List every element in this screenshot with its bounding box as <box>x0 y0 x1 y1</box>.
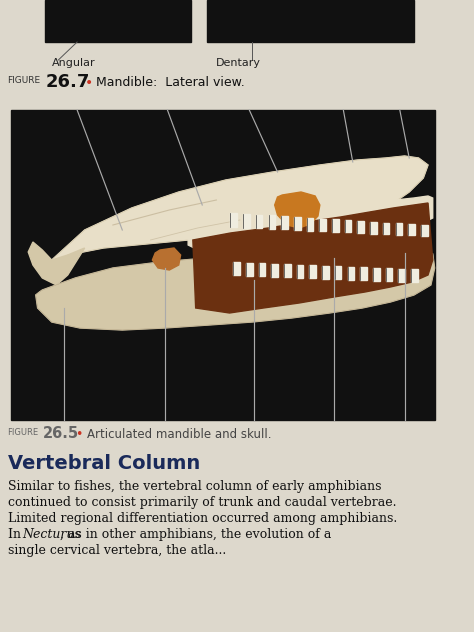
Text: •: • <box>85 76 93 90</box>
Bar <box>319 219 326 231</box>
Text: Similar to fishes, the vertebral column of early amphibians: Similar to fishes, the vertebral column … <box>8 480 381 493</box>
Text: In: In <box>8 528 25 541</box>
Bar <box>335 266 341 279</box>
Polygon shape <box>36 253 435 330</box>
Text: Vertebral Column: Vertebral Column <box>8 454 200 473</box>
Bar <box>421 225 428 236</box>
Text: , as in other amphibians, the evolution of a: , as in other amphibians, the evolution … <box>60 528 332 541</box>
Text: FIGURE: FIGURE <box>8 428 39 437</box>
Bar <box>297 265 303 277</box>
Bar <box>360 267 367 280</box>
Bar <box>11 110 435 420</box>
Text: Necturus: Necturus <box>22 528 81 541</box>
Bar <box>272 264 278 277</box>
Bar <box>256 215 263 228</box>
Bar <box>398 269 405 281</box>
Bar <box>233 262 240 275</box>
Bar <box>357 221 364 233</box>
Bar <box>386 268 392 281</box>
Bar <box>281 216 288 229</box>
Bar <box>411 269 418 282</box>
Bar <box>307 218 313 231</box>
Bar <box>322 265 329 279</box>
Bar <box>294 217 301 230</box>
Text: FIGURE: FIGURE <box>8 76 41 85</box>
Text: single cervical vertebra, the atla...: single cervical vertebra, the atla... <box>8 544 226 557</box>
Polygon shape <box>153 248 181 270</box>
Bar <box>347 267 354 279</box>
Polygon shape <box>188 196 433 252</box>
Bar <box>370 222 377 234</box>
Text: Angular: Angular <box>52 58 95 68</box>
Bar <box>207 0 414 42</box>
Bar <box>408 224 415 235</box>
Bar <box>310 265 316 278</box>
Bar <box>332 219 338 232</box>
Bar <box>269 216 275 229</box>
Text: Mandible:  Lateral view.: Mandible: Lateral view. <box>96 76 245 89</box>
Bar <box>45 0 191 42</box>
Bar <box>230 213 237 227</box>
Polygon shape <box>193 203 433 313</box>
Bar <box>259 263 265 276</box>
Bar <box>396 223 402 235</box>
Text: Limited regional differentiation occurred among amphibians.: Limited regional differentiation occurre… <box>8 512 397 525</box>
Polygon shape <box>275 192 320 228</box>
Text: 26.7: 26.7 <box>45 73 90 91</box>
Text: Dentary: Dentary <box>216 58 261 68</box>
Bar <box>345 220 351 233</box>
Bar <box>284 264 291 277</box>
Text: •: • <box>75 428 82 441</box>
Text: 26.5: 26.5 <box>43 426 80 441</box>
Bar <box>373 267 380 281</box>
Bar <box>383 222 390 234</box>
Bar <box>246 262 253 276</box>
Polygon shape <box>28 242 85 285</box>
Text: continued to consist primarily of trunk and caudal vertebrae.: continued to consist primarily of trunk … <box>8 496 396 509</box>
Text: Articulated mandible and skull.: Articulated mandible and skull. <box>87 428 271 441</box>
Bar <box>243 214 250 228</box>
Polygon shape <box>52 156 428 265</box>
